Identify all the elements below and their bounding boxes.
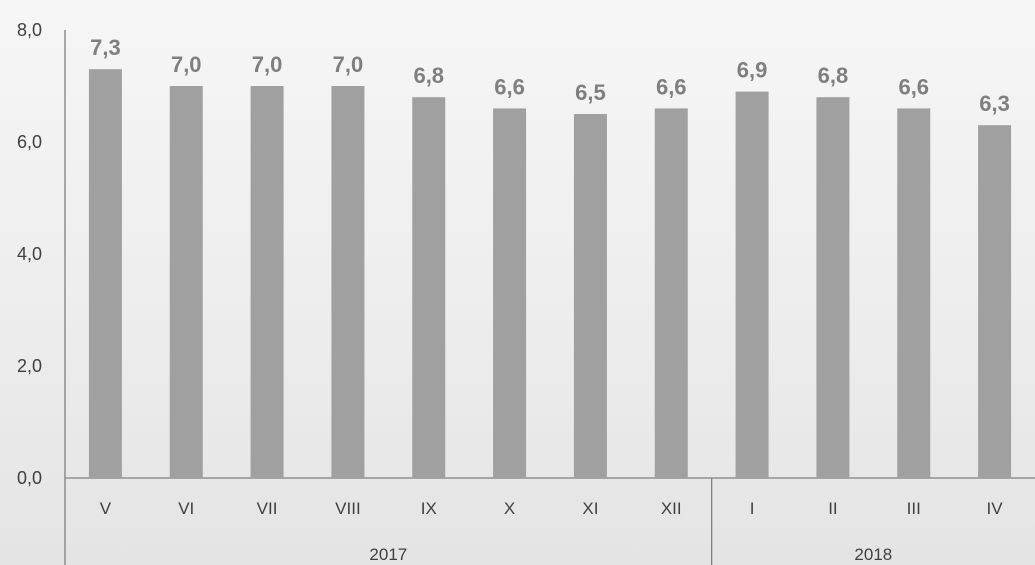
bar	[978, 125, 1012, 478]
data-label: 6,8	[818, 63, 849, 88]
data-label: 7,0	[171, 52, 202, 77]
data-label: 6,9	[737, 58, 768, 83]
y-tick-label: 0,0	[17, 468, 42, 488]
data-label: 7,3	[90, 35, 121, 60]
category-label: IV	[987, 499, 1004, 518]
category-label: V	[100, 499, 112, 518]
y-tick-label: 8,0	[17, 20, 42, 40]
data-label: 6,5	[575, 80, 606, 105]
data-label: 6,8	[413, 63, 444, 88]
data-label: 7,0	[252, 52, 283, 77]
category-label: XI	[582, 499, 598, 518]
bar	[897, 108, 931, 479]
category-label: II	[828, 499, 837, 518]
data-label: 7,0	[333, 52, 364, 77]
y-tick-label: 6,0	[17, 132, 42, 152]
category-label: XII	[661, 499, 682, 518]
category-label: VIII	[335, 499, 361, 518]
bar	[331, 86, 365, 478]
category-label: III	[907, 499, 921, 518]
bar	[573, 114, 607, 478]
bar	[735, 91, 769, 478]
data-label: 6,3	[979, 91, 1010, 116]
bar	[654, 108, 688, 479]
y-tick-label: 4,0	[17, 244, 42, 264]
category-label: VI	[178, 499, 194, 518]
bar	[816, 97, 850, 478]
bar	[88, 69, 122, 478]
category-label: I	[750, 499, 755, 518]
data-label: 6,6	[494, 74, 525, 99]
data-label: 6,6	[898, 74, 929, 99]
group-label: 2017	[369, 545, 407, 564]
y-tick-label: 2,0	[17, 356, 42, 376]
bar	[493, 108, 527, 479]
bar	[250, 86, 284, 478]
category-label: X	[504, 499, 515, 518]
bar	[169, 86, 203, 478]
bar	[412, 97, 446, 478]
category-label: IX	[421, 499, 437, 518]
group-label: 2018	[854, 545, 892, 564]
category-label: VII	[257, 499, 278, 518]
data-label: 6,6	[656, 74, 687, 99]
